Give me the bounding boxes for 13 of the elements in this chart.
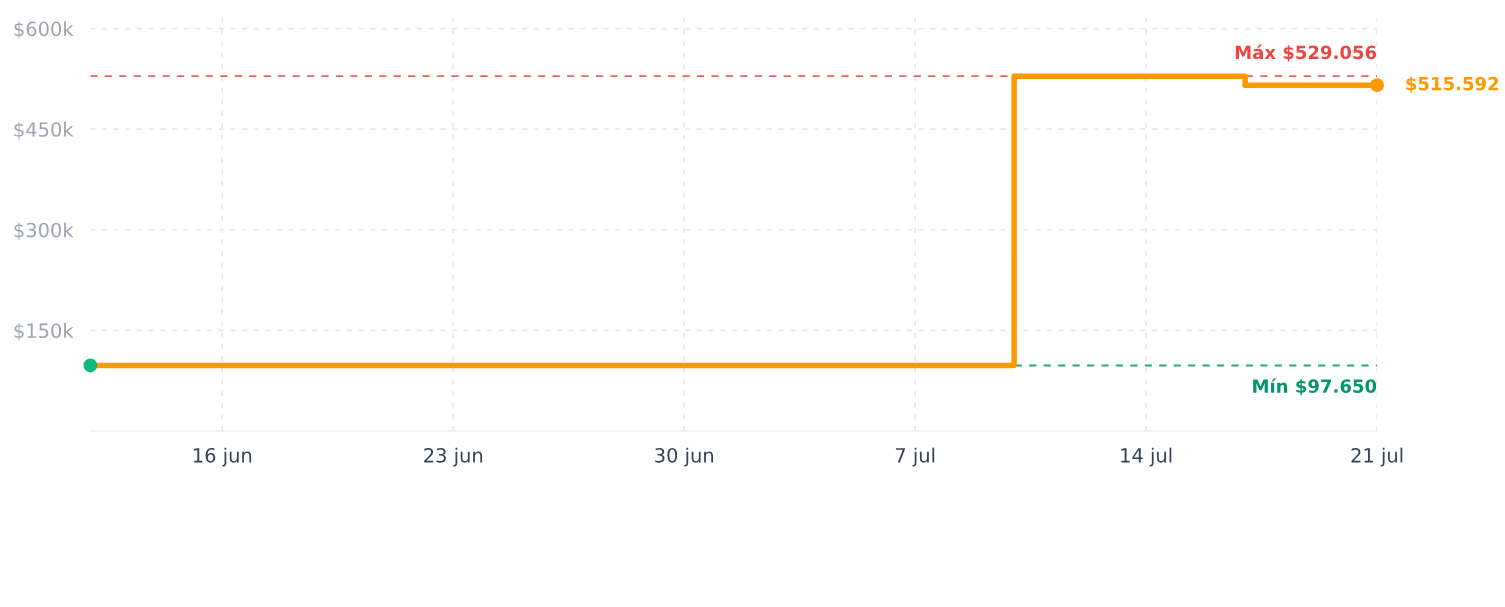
x-tick-label: 23 jun: [424, 447, 483, 467]
ref-line-label: Máx $529.056: [1235, 44, 1377, 62]
y-tick-label: $300k: [14, 222, 74, 241]
ref-line-label: Mín $97.650: [1253, 378, 1377, 396]
x-tick-label: 30 jun: [655, 447, 714, 467]
y-tick-label: $450k: [14, 121, 74, 140]
annotation: $515.592: [1406, 76, 1499, 93]
x-tick-label: 16 jun: [193, 447, 252, 467]
y-tick-label: $150k: [14, 322, 74, 341]
y-tick-label: $600k: [14, 21, 74, 39]
x-tick-label: 21 jul: [1351, 447, 1403, 467]
x-tick-label: 7 jul: [895, 447, 935, 467]
x-tick-label: 14 jul: [1121, 447, 1172, 467]
